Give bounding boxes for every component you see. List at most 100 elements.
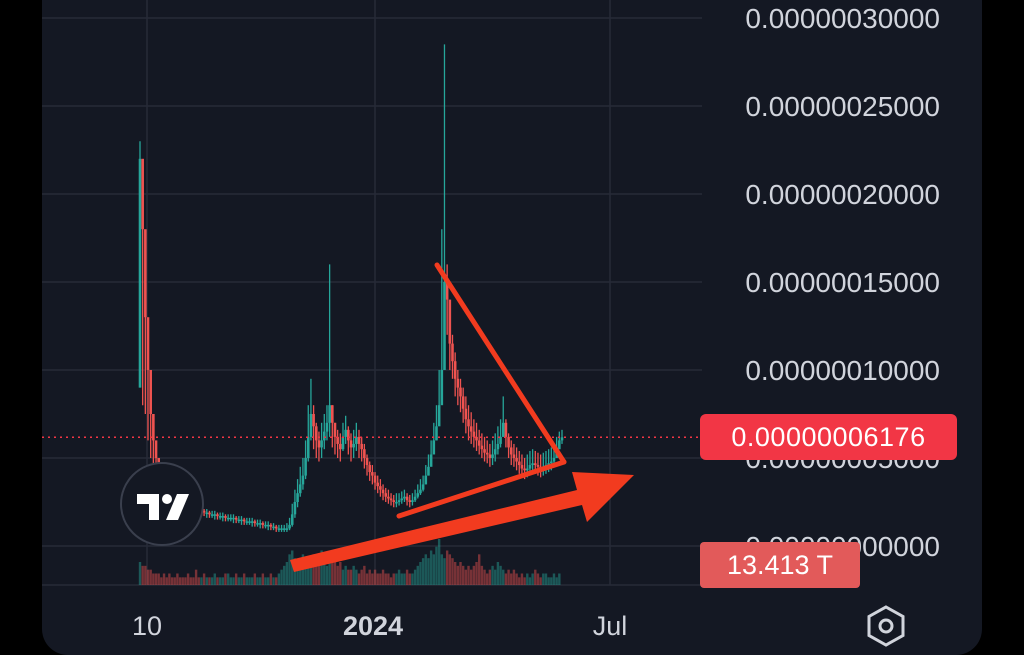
volume-bar xyxy=(544,573,548,585)
candle-body xyxy=(261,523,265,525)
candle-body xyxy=(368,465,371,473)
volume-bar xyxy=(400,573,403,585)
candle-body xyxy=(523,468,526,471)
volume-bar xyxy=(435,546,438,585)
volume-bar xyxy=(315,565,318,585)
volume-bar xyxy=(325,565,329,585)
candle-body xyxy=(405,496,409,501)
volume-bar xyxy=(523,577,526,585)
volume-bar xyxy=(226,573,230,585)
volume-bar xyxy=(499,565,502,585)
candle-body xyxy=(138,158,142,388)
volume-bar xyxy=(405,569,409,585)
candle-body xyxy=(210,514,214,516)
volume-bar xyxy=(443,558,446,585)
volume-bar xyxy=(384,573,387,585)
candle-body xyxy=(301,475,305,485)
candle-body xyxy=(312,414,315,427)
candle-body xyxy=(360,443,363,450)
price-chart[interactable]: 0.00000030000 0.00000025000 0.00000020000 0… xyxy=(42,0,982,655)
volume-bar xyxy=(373,569,377,585)
candle-body xyxy=(509,447,513,455)
candle-body xyxy=(221,516,225,518)
y-tick-label: 0.00000025000 xyxy=(745,91,940,122)
candle-body xyxy=(536,465,540,467)
candle-body xyxy=(520,465,524,469)
volume-bar xyxy=(491,565,494,585)
settings-button[interactable] xyxy=(864,604,908,648)
x-tick-label: 10 xyxy=(132,611,162,641)
volume-bar xyxy=(250,577,254,585)
candle-body xyxy=(419,489,422,494)
candle-body xyxy=(317,440,321,448)
volume-bar xyxy=(531,573,534,585)
candle-body xyxy=(314,426,318,441)
candle-body xyxy=(504,422,508,437)
volume-bar xyxy=(507,569,510,585)
candle-body xyxy=(371,472,374,476)
candle-body xyxy=(250,521,254,523)
volume-bar xyxy=(397,569,401,585)
volume-bar xyxy=(408,573,411,585)
volume-bar xyxy=(154,573,158,585)
candle-body xyxy=(507,436,510,448)
volume-bar xyxy=(261,573,265,585)
candle-body xyxy=(488,454,492,458)
volume-bar xyxy=(146,569,150,585)
candle-body xyxy=(272,526,275,529)
candle-body xyxy=(547,463,550,466)
candle-body xyxy=(293,502,297,515)
volume-bar xyxy=(186,573,190,585)
volume-bar xyxy=(504,573,508,585)
candle-body xyxy=(288,524,291,529)
candle-body xyxy=(515,458,518,462)
volume-bars xyxy=(138,539,561,585)
candle-body xyxy=(558,440,561,450)
volume-bar xyxy=(464,569,468,585)
volume-bar xyxy=(502,569,505,585)
volume-bar xyxy=(411,573,414,585)
volume-bar xyxy=(339,562,342,585)
candle-body xyxy=(141,158,144,230)
breakout-arrow xyxy=(290,472,634,572)
volume-bar xyxy=(240,577,243,585)
volume-bar xyxy=(160,577,163,585)
volume-bar xyxy=(368,569,371,585)
candle-body xyxy=(363,449,366,458)
volume-bar xyxy=(347,569,350,585)
candle-body xyxy=(379,486,382,490)
volume-bar xyxy=(518,577,521,585)
volume-bar xyxy=(299,565,302,585)
candle-body xyxy=(427,466,430,476)
volume-bar xyxy=(176,573,179,585)
volume-bar xyxy=(189,577,192,585)
candle-body xyxy=(242,519,246,522)
candle-body xyxy=(352,443,355,448)
volume-bar xyxy=(403,573,406,585)
candle-body xyxy=(208,512,211,515)
candle-body xyxy=(525,468,529,471)
volume-bar xyxy=(552,573,556,585)
candle-body xyxy=(149,370,152,414)
volume-bar xyxy=(467,565,470,585)
candle-body xyxy=(552,458,556,462)
candle-body xyxy=(400,498,404,501)
candle-body xyxy=(464,408,468,420)
candle-body xyxy=(144,229,147,318)
candle-body xyxy=(440,370,444,406)
volume-bar xyxy=(258,577,262,585)
candle-body xyxy=(528,465,532,469)
tradingview-logo[interactable] xyxy=(120,462,204,546)
volume-bar xyxy=(264,577,267,585)
volume-bar xyxy=(555,577,558,585)
candle-body xyxy=(512,454,516,458)
volume-bar xyxy=(496,562,500,585)
volume-bar xyxy=(365,573,369,585)
candle-body xyxy=(344,429,347,437)
candle-body xyxy=(333,422,337,437)
candle-body xyxy=(202,510,206,513)
candle-body xyxy=(296,493,299,502)
candle-body xyxy=(269,524,273,527)
candle-body xyxy=(448,299,452,344)
candle-body xyxy=(258,523,262,525)
